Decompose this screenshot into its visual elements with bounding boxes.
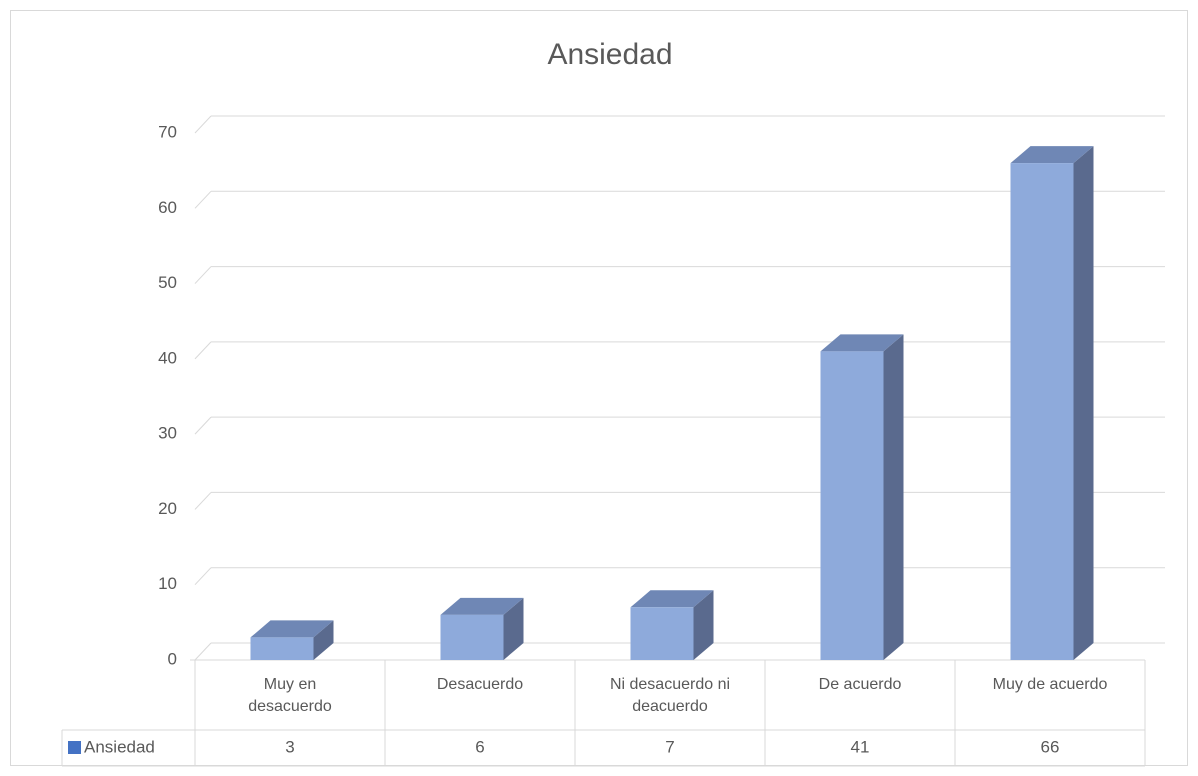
x-tick-label: Muy en desacuerdo bbox=[248, 676, 332, 715]
y-tick-label: 60 bbox=[158, 198, 177, 217]
bar-side bbox=[313, 620, 334, 660]
bar-top bbox=[250, 620, 334, 638]
bar bbox=[440, 614, 504, 660]
x-tick-label: Muy de acuerdo bbox=[992, 676, 1108, 693]
bar-top bbox=[1010, 146, 1094, 164]
bar-side bbox=[883, 334, 904, 660]
bar bbox=[250, 637, 314, 660]
chart-title: Ansiedad bbox=[547, 38, 672, 71]
chart-border bbox=[10, 10, 1188, 766]
grid-line-depth bbox=[194, 567, 212, 586]
bar bbox=[1010, 163, 1074, 660]
table-value: 3 bbox=[285, 737, 294, 756]
bar-top bbox=[630, 590, 714, 608]
grid-line-depth bbox=[194, 492, 212, 510]
bar bbox=[630, 607, 694, 660]
table-value: 41 bbox=[851, 737, 870, 756]
bar-side bbox=[503, 597, 524, 660]
table-value: 66 bbox=[1041, 737, 1060, 756]
y-tick-label: 30 bbox=[158, 424, 177, 443]
x-tick-label: Ni desacuerdo ni deacuerdo bbox=[609, 676, 731, 715]
bar bbox=[820, 351, 884, 660]
bar-side bbox=[1073, 146, 1094, 661]
grid-line-depth bbox=[194, 266, 212, 284]
table-value: 7 bbox=[665, 737, 674, 756]
grid-line-depth bbox=[194, 642, 212, 661]
y-tick-label: 10 bbox=[158, 574, 177, 593]
bar-top bbox=[820, 334, 904, 352]
table-value: 6 bbox=[475, 737, 484, 756]
y-tick-label: 70 bbox=[158, 122, 177, 141]
bar-side bbox=[693, 590, 714, 660]
grid-line-depth bbox=[194, 416, 212, 435]
grid-line-depth bbox=[194, 190, 212, 209]
y-tick-label: 50 bbox=[158, 273, 177, 292]
y-tick-label: 20 bbox=[158, 499, 177, 518]
legend-key bbox=[68, 741, 81, 754]
x-tick-label: De acuerdo bbox=[818, 676, 902, 693]
grid-line-depth bbox=[194, 115, 212, 134]
bar-top bbox=[440, 597, 524, 615]
grid-line-depth bbox=[194, 341, 212, 360]
legend-label: Ansiedad bbox=[84, 737, 155, 756]
x-tick-label: Desacuerdo bbox=[436, 676, 524, 693]
y-tick-label: 0 bbox=[168, 649, 177, 668]
y-tick-label: 40 bbox=[158, 348, 177, 367]
